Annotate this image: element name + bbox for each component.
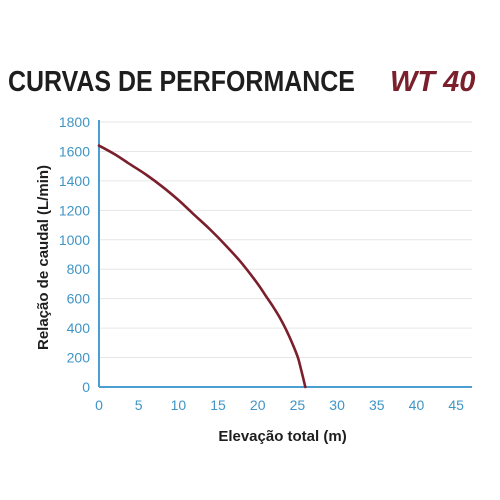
y-tick-label: 800	[67, 261, 91, 277]
chart-title: CURVAS DE PERFORMANCE	[8, 66, 355, 98]
chart-title-row: CURVAS DE PERFORMANCE WT 40	[8, 66, 498, 102]
performance-curve	[97, 144, 307, 389]
x-tick-label: 15	[210, 397, 226, 413]
x-tick-label: 10	[171, 397, 187, 413]
y-tick-label: 1800	[59, 114, 90, 130]
x-tick-label: 40	[409, 397, 425, 413]
y-tick-label: 1000	[59, 232, 90, 248]
y-tick-label: 1200	[59, 202, 90, 218]
axes	[98, 120, 472, 388]
y-tick-label: 0	[82, 379, 90, 395]
x-tick-label: 45	[448, 397, 464, 413]
x-axis-label: Elevação total (m)	[218, 428, 346, 445]
series	[97, 144, 307, 389]
y-tick-label: 1600	[59, 143, 90, 159]
x-tick-label: 25	[290, 397, 306, 413]
x-tick-label: 30	[329, 397, 345, 413]
x-tick-label: 0	[95, 397, 103, 413]
y-tick-label: 600	[67, 291, 91, 307]
grid	[99, 121, 472, 359]
y-tick-label: 200	[67, 350, 91, 366]
tick-labels: 0 200 400 600 800 1000 1200 1400 1600 1800 0 5 10 15 2…	[59, 114, 464, 413]
y-axis-label: Relação de caudal (L/min)	[35, 165, 52, 350]
y-tick-label: 1400	[59, 173, 90, 189]
x-tick-label: 5	[135, 397, 143, 413]
model-name: WT 40	[390, 66, 476, 98]
x-tick-label: 20	[250, 397, 266, 413]
y-tick-label: 400	[67, 320, 91, 336]
x-tick-label: 35	[369, 397, 385, 413]
